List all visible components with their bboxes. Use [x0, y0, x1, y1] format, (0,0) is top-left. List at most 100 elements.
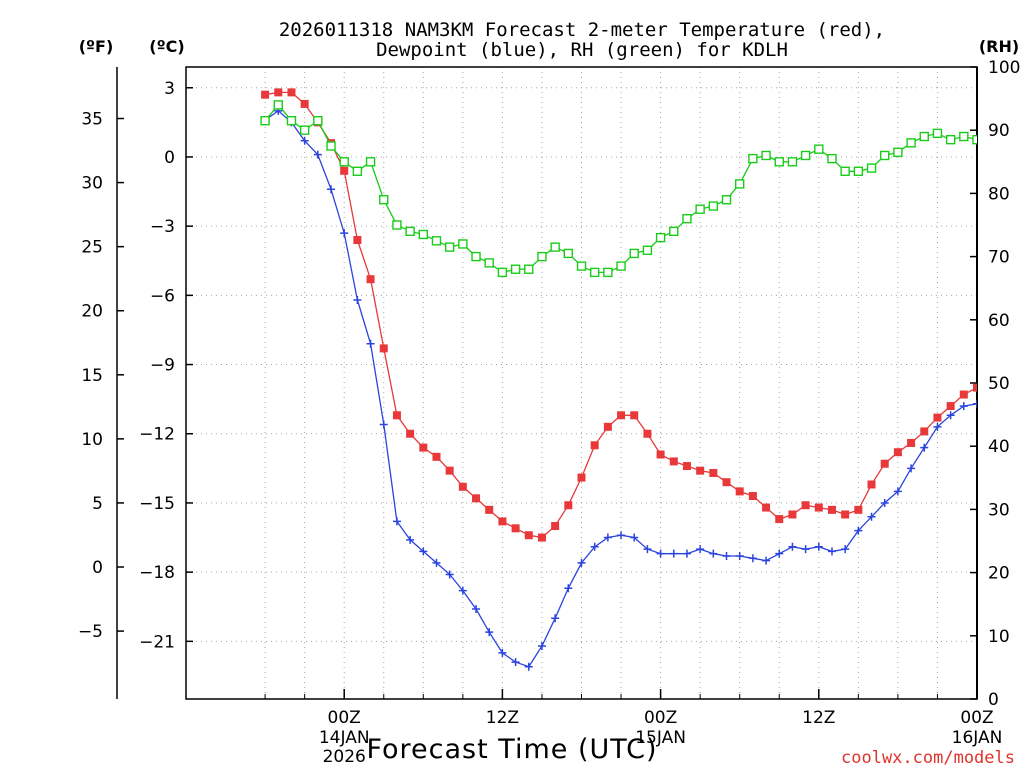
source-credit: coolwx.com/models — [841, 748, 1015, 768]
dewpoint-point — [353, 295, 362, 304]
rh-point — [800, 150, 811, 161]
fahrenheit-tick-label: 20 — [81, 302, 103, 322]
fahrenheit-tick-label: 0 — [92, 558, 103, 578]
x-tick-label: 12Z — [486, 708, 519, 728]
x-date-label: 15JAN — [635, 728, 686, 748]
x-axis-label: Forecast Time (UTC) — [366, 734, 657, 765]
temperature-series — [0, 88, 977, 542]
dewpoint-point — [722, 551, 731, 560]
dewpoint-point — [656, 549, 665, 558]
dewpoint-point — [300, 136, 309, 145]
dewpoint-point — [920, 443, 929, 452]
celsius-tick-label: −12 — [139, 425, 175, 445]
rh-point — [682, 213, 692, 224]
celsius-unit-label: (ºC) — [149, 37, 184, 56]
rh-tick-label: 40 — [988, 437, 1010, 457]
rh-point — [932, 128, 943, 139]
temperature-point — [867, 480, 876, 489]
temperature-point — [682, 462, 691, 471]
temperature-point — [775, 515, 784, 524]
fahrenheit-tick-label: 30 — [81, 174, 103, 194]
dewpoint-point — [419, 547, 428, 556]
rh-tick-label: 30 — [988, 500, 1010, 520]
dewpoint-point — [511, 658, 520, 667]
temperature-point — [696, 466, 705, 475]
rh-point — [893, 147, 903, 158]
temperature-point — [551, 522, 560, 531]
fahrenheit-tick-label: 10 — [81, 430, 103, 450]
temperature-point — [788, 510, 797, 519]
rh-point — [405, 226, 415, 237]
rh-tick-label: 80 — [988, 184, 1010, 204]
dewpoint-point — [379, 420, 388, 429]
temperature-point — [366, 275, 375, 284]
rh-point — [471, 251, 481, 262]
temperature-point — [762, 503, 771, 512]
dewpoint-series — [261, 106, 977, 671]
dewpoint-point — [801, 545, 810, 554]
temperature-point — [432, 452, 441, 461]
rh-point — [563, 248, 574, 259]
chart-title-line1: 2026011318 NAM3KM Forecast 2-meter Tempe… — [279, 19, 885, 41]
temperature-point — [617, 411, 626, 420]
rh-point — [655, 232, 666, 243]
rh-point — [708, 201, 719, 211]
temperature-point — [0, 317, 8, 325]
temperature-point — [590, 441, 599, 450]
temperature-point — [498, 517, 507, 526]
dewpoint-point — [577, 558, 586, 567]
rh-point — [576, 261, 587, 271]
dewpoint-point — [340, 229, 349, 238]
rh-point — [418, 229, 428, 240]
rh-unit-label: (RH) — [979, 37, 1019, 56]
dewpoint-point — [366, 339, 375, 348]
dewpoint-point — [959, 402, 968, 411]
rh-point — [695, 204, 705, 214]
fahrenheit-tick-label: 25 — [81, 238, 103, 258]
celsius-tick-label: 3 — [164, 79, 175, 99]
celsius-tick-label: −15 — [139, 494, 175, 514]
axes: 35302520151050−530−3−6−9−12−15−18−211009… — [78, 58, 1021, 767]
rh-point — [260, 116, 270, 126]
rh-point — [945, 134, 956, 145]
dewpoint-point — [392, 517, 401, 526]
temperature-point — [748, 492, 757, 501]
rh-point — [431, 236, 442, 246]
rh-point — [299, 125, 310, 135]
dewpoint-point — [788, 542, 797, 551]
dewpoint-point — [498, 648, 507, 657]
rh-point — [814, 144, 824, 154]
rh-point — [972, 134, 977, 145]
rh-point — [313, 116, 323, 126]
fahrenheit-tick-label: −5 — [78, 622, 103, 642]
rh-point — [880, 150, 890, 161]
x-tick-label: 00Z — [644, 708, 677, 728]
temperature-point — [643, 429, 652, 438]
temperature-point — [406, 429, 415, 438]
dewpoint-point — [669, 549, 678, 558]
dewpoint-point — [590, 542, 599, 551]
temperature-point — [656, 450, 665, 459]
x-tick-label: 00Z — [328, 708, 361, 728]
rh-point — [365, 157, 376, 167]
dewpoint-point — [630, 533, 639, 542]
temperature-point — [392, 411, 401, 420]
dewpoint-point — [735, 551, 744, 560]
temperature-point — [564, 501, 573, 510]
rh-point — [550, 242, 560, 252]
rh-series — [260, 100, 977, 278]
dewpoint-point — [748, 554, 757, 563]
celsius-tick-label: 0 — [164, 148, 175, 168]
rh-point — [866, 163, 877, 173]
rh-point — [484, 258, 494, 268]
temperature-point — [630, 411, 639, 420]
celsius-tick-label: −21 — [139, 632, 175, 652]
dewpoint-point — [603, 533, 612, 542]
fahrenheit-tick-label: 5 — [92, 494, 103, 514]
dewpoint-point — [564, 584, 573, 593]
temperature-point — [379, 344, 388, 353]
dewpoint-point — [907, 464, 916, 473]
dewpoint-point — [406, 535, 415, 544]
temperature-point — [274, 88, 283, 97]
